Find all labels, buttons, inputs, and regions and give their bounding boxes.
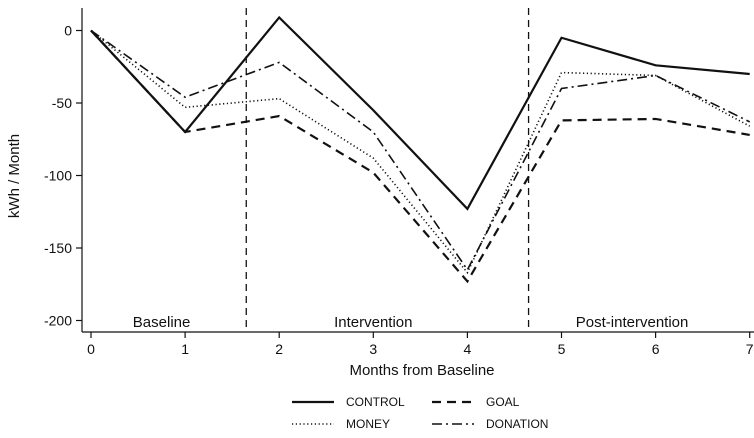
- x-tick-label: 5: [558, 341, 566, 357]
- x-tick-label: 1: [181, 341, 189, 357]
- phase-labels: Baseline Intervention Post-intervention: [133, 314, 689, 331]
- legend-item-money: MONEY: [292, 417, 390, 431]
- y-ticks: 0 -50 -100 -150 -200: [44, 23, 82, 329]
- x-tick-label: 0: [87, 341, 95, 357]
- x-ticks: 0 1 2 3 4 5 6 7: [87, 332, 754, 357]
- phase-label: Intervention: [334, 314, 412, 331]
- x-tick-label: 4: [464, 341, 472, 357]
- y-tick-label: 0: [64, 23, 72, 39]
- series-lines: [90, 15, 751, 284]
- phase-label: Baseline: [133, 314, 191, 331]
- x-axis-title: Months from Baseline: [349, 362, 494, 379]
- legend-label: CONTROL: [346, 395, 405, 409]
- series-line-control: [90, 15, 750, 211]
- y-tick-label: -200: [44, 313, 72, 329]
- legend-label: GOAL: [486, 395, 520, 409]
- y-tick-label: -100: [44, 168, 72, 184]
- y-tick-label: -50: [52, 95, 72, 111]
- y-axis-title: kWh / Month: [6, 134, 23, 218]
- legend: CONTROL GOAL MONEY DONATION: [292, 395, 548, 431]
- x-tick-label: 6: [652, 341, 660, 357]
- series-line-money: [90, 29, 751, 275]
- legend-item-control: CONTROL: [292, 395, 405, 409]
- series-line-goal: [90, 29, 750, 284]
- legend-label: MONEY: [346, 417, 390, 431]
- axes: [81, 8, 754, 333]
- x-tick-label: 2: [275, 341, 283, 357]
- x-tick-label: 3: [369, 341, 377, 357]
- x-tick-label: 7: [746, 341, 754, 357]
- phase-label: Post-intervention: [576, 314, 689, 331]
- series-line-donation: [90, 29, 751, 272]
- y-tick-label: -150: [44, 240, 72, 256]
- legend-item-goal: GOAL: [432, 395, 520, 409]
- legend-label: DONATION: [486, 417, 548, 431]
- legend-item-donation: DONATION: [432, 417, 548, 431]
- phase-dividers: [245, 8, 530, 332]
